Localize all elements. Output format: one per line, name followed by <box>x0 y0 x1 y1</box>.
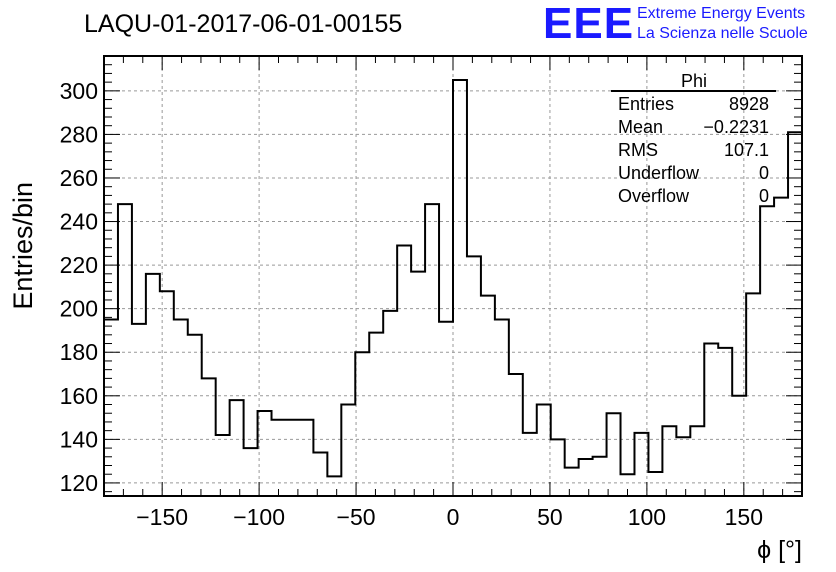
stats-row-value: 8928 <box>729 94 769 114</box>
y-tick-label: 220 <box>60 252 98 278</box>
stats-row-value: 0 <box>759 186 769 206</box>
y-axis-label: Entries/bin <box>8 182 38 310</box>
logo-caption-line2: La Scienza nelle Scuole <box>637 25 808 42</box>
stats-row-label: Underflow <box>618 163 700 183</box>
stats-box: Phi Entries 8928 Mean −0.2231 RMS 107.1 Underf… <box>611 71 776 206</box>
logo-caption: Extreme Energy Events La Scienza nelle S… <box>637 4 808 44</box>
y-tick-label: 160 <box>60 383 98 409</box>
y-tick-label: 120 <box>60 470 98 496</box>
axis-ticks <box>104 56 802 496</box>
eee-logo: EEE <box>543 0 635 48</box>
x-tick-label: −150 <box>136 504 188 530</box>
stats-row-label: RMS <box>618 140 658 160</box>
y-tick-label: 260 <box>60 165 98 191</box>
y-tick-label: 300 <box>60 78 98 104</box>
y-tick-label: 200 <box>60 296 98 322</box>
x-tick-label: −50 <box>337 504 376 530</box>
stats-row-label: Overflow <box>618 186 690 206</box>
x-tick-label: 0 <box>447 504 460 530</box>
stats-row-value: 107.1 <box>724 140 769 160</box>
y-tick-label: 240 <box>60 209 98 235</box>
stats-row-label: Mean <box>618 117 663 137</box>
x-tick-label: −100 <box>233 504 285 530</box>
x-axis-label: ϕ [°] <box>757 536 802 564</box>
stats-row-value: 0 <box>759 163 769 183</box>
histogram-line <box>104 78 802 478</box>
y-tick-label: 280 <box>60 121 98 147</box>
x-tick-label: 100 <box>628 504 666 530</box>
y-tick-labels: 120 140 160 180 200 220 240 260 280 300 <box>60 78 98 496</box>
x-tick-label: 150 <box>725 504 763 530</box>
logo-caption-line1: Extreme Energy Events <box>637 5 806 22</box>
x-tick-labels: −150 −100 −50 0 50 100 150 <box>136 504 763 530</box>
stats-row-label: Entries <box>618 94 674 114</box>
y-tick-label: 180 <box>60 339 98 365</box>
stats-title: Phi <box>681 71 707 91</box>
x-tick-label: 50 <box>537 504 563 530</box>
y-tick-label: 140 <box>60 426 98 452</box>
plot-title: LAQU-01-2017-06-01-00155 <box>84 10 403 38</box>
stats-row-value: −0.2231 <box>703 117 769 137</box>
plot-frame <box>103 55 803 497</box>
